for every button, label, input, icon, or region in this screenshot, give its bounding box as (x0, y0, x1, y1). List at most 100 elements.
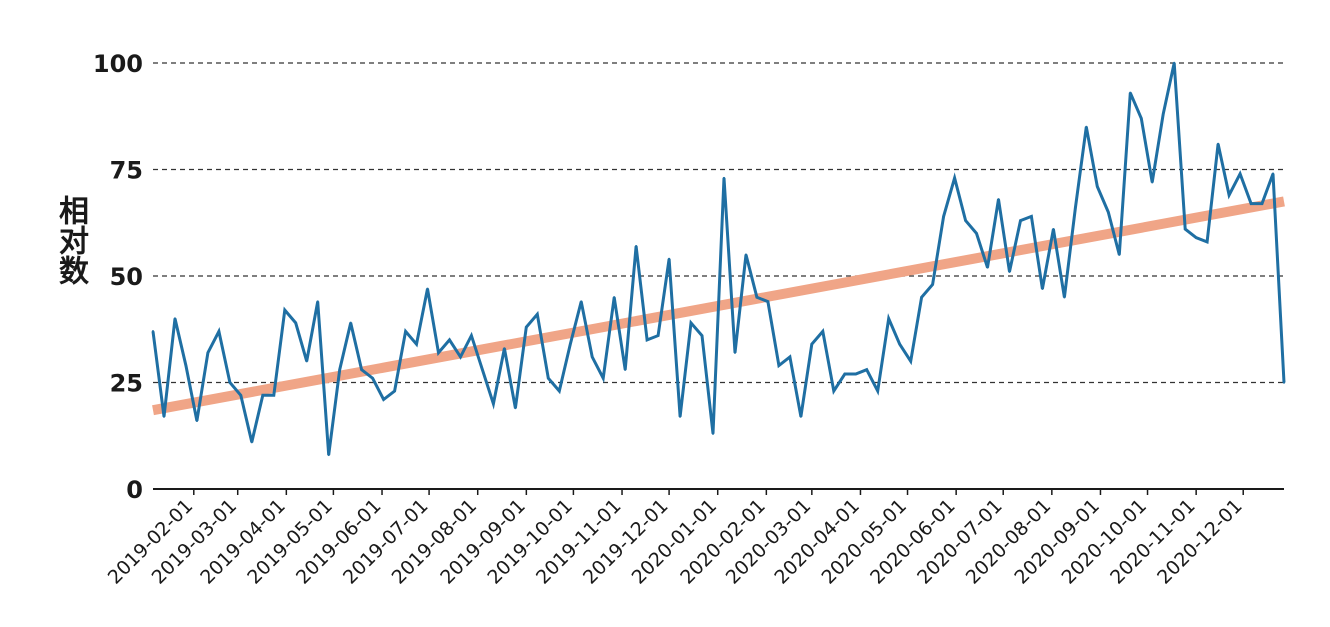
data-point (1129, 91, 1132, 95)
data-point (217, 330, 221, 333)
data-point (931, 283, 934, 286)
data-point (1151, 181, 1154, 184)
data-point (437, 351, 440, 354)
data-point (426, 287, 429, 290)
data-point (1216, 142, 1220, 146)
data-point (986, 266, 989, 269)
data-point (1041, 287, 1044, 290)
data-point (612, 296, 616, 299)
data-point (689, 321, 693, 325)
data-point (1118, 253, 1121, 256)
data-point (184, 364, 188, 367)
data-point (261, 394, 265, 397)
data-point (580, 300, 583, 303)
data-point (964, 219, 967, 222)
data-point (1085, 125, 1088, 129)
data-point (195, 419, 199, 423)
y-tick-label: 100 (93, 50, 143, 78)
y-tick-label: 0 (126, 476, 143, 504)
data-point (744, 253, 748, 256)
data-point (854, 372, 857, 376)
data-point (349, 321, 352, 325)
data-point (294, 321, 297, 325)
data-point (228, 381, 232, 384)
data-point (898, 342, 901, 346)
data-point (656, 334, 660, 337)
y-tick-label: 75 (110, 157, 143, 185)
data-point (1282, 381, 1286, 384)
data-point (1030, 215, 1033, 218)
data-point (722, 176, 726, 180)
data-point (492, 402, 495, 405)
data-point (459, 355, 462, 359)
data-point (547, 377, 550, 380)
data-point (272, 394, 275, 397)
data-point (909, 360, 912, 363)
data-point (569, 342, 572, 346)
data-point (667, 257, 671, 261)
y-axis-label: 相对数 (53, 195, 88, 285)
data-point (1074, 206, 1077, 210)
data-point (810, 342, 814, 346)
data-point (591, 355, 594, 359)
data-point (525, 325, 528, 329)
data-point (1183, 227, 1187, 231)
data-point (1172, 61, 1176, 65)
data-point (382, 398, 385, 401)
data-point (360, 368, 363, 371)
data-point (788, 355, 792, 359)
data-point (470, 334, 473, 337)
data-point (404, 330, 407, 333)
data-point (1052, 227, 1055, 231)
data-point (1019, 219, 1022, 222)
data-point (755, 296, 759, 299)
data-point (602, 377, 605, 380)
data-point (151, 330, 155, 333)
data-point (1107, 210, 1110, 214)
data-point (623, 368, 627, 371)
data-point (865, 368, 868, 371)
data-point (393, 389, 396, 393)
data-point (843, 372, 846, 376)
data-point (1008, 270, 1011, 273)
data-point (821, 330, 825, 333)
data-point (162, 415, 166, 418)
data-point (558, 389, 561, 393)
data-point (799, 415, 803, 418)
data-point (1063, 296, 1066, 299)
data-point (1194, 236, 1198, 239)
data-point (832, 389, 835, 393)
data-point (645, 338, 649, 342)
data-point (514, 406, 517, 410)
data-point (634, 244, 638, 248)
data-point (305, 360, 308, 363)
data-point (920, 296, 923, 299)
data-point (250, 440, 254, 444)
data-point (371, 377, 374, 380)
data-point (953, 176, 956, 180)
data-point (997, 198, 1000, 201)
data-point (1096, 185, 1099, 188)
data-point (777, 364, 781, 367)
data-point (503, 347, 506, 350)
data-point (942, 215, 945, 218)
data-point (678, 415, 682, 418)
data-point (1238, 172, 1242, 175)
data-point (876, 389, 879, 393)
series-line (151, 62, 1286, 456)
data-point (448, 338, 451, 342)
data-point (415, 342, 418, 346)
data-point (338, 368, 341, 371)
data-point (1260, 202, 1264, 205)
data-point (481, 368, 484, 371)
data-point (327, 453, 330, 457)
data-point (1140, 117, 1143, 120)
data-point (1205, 240, 1209, 244)
data-point (206, 351, 210, 354)
data-point (1271, 172, 1275, 175)
data-point (1227, 193, 1231, 197)
data-point (239, 394, 243, 397)
data-point (173, 317, 177, 320)
